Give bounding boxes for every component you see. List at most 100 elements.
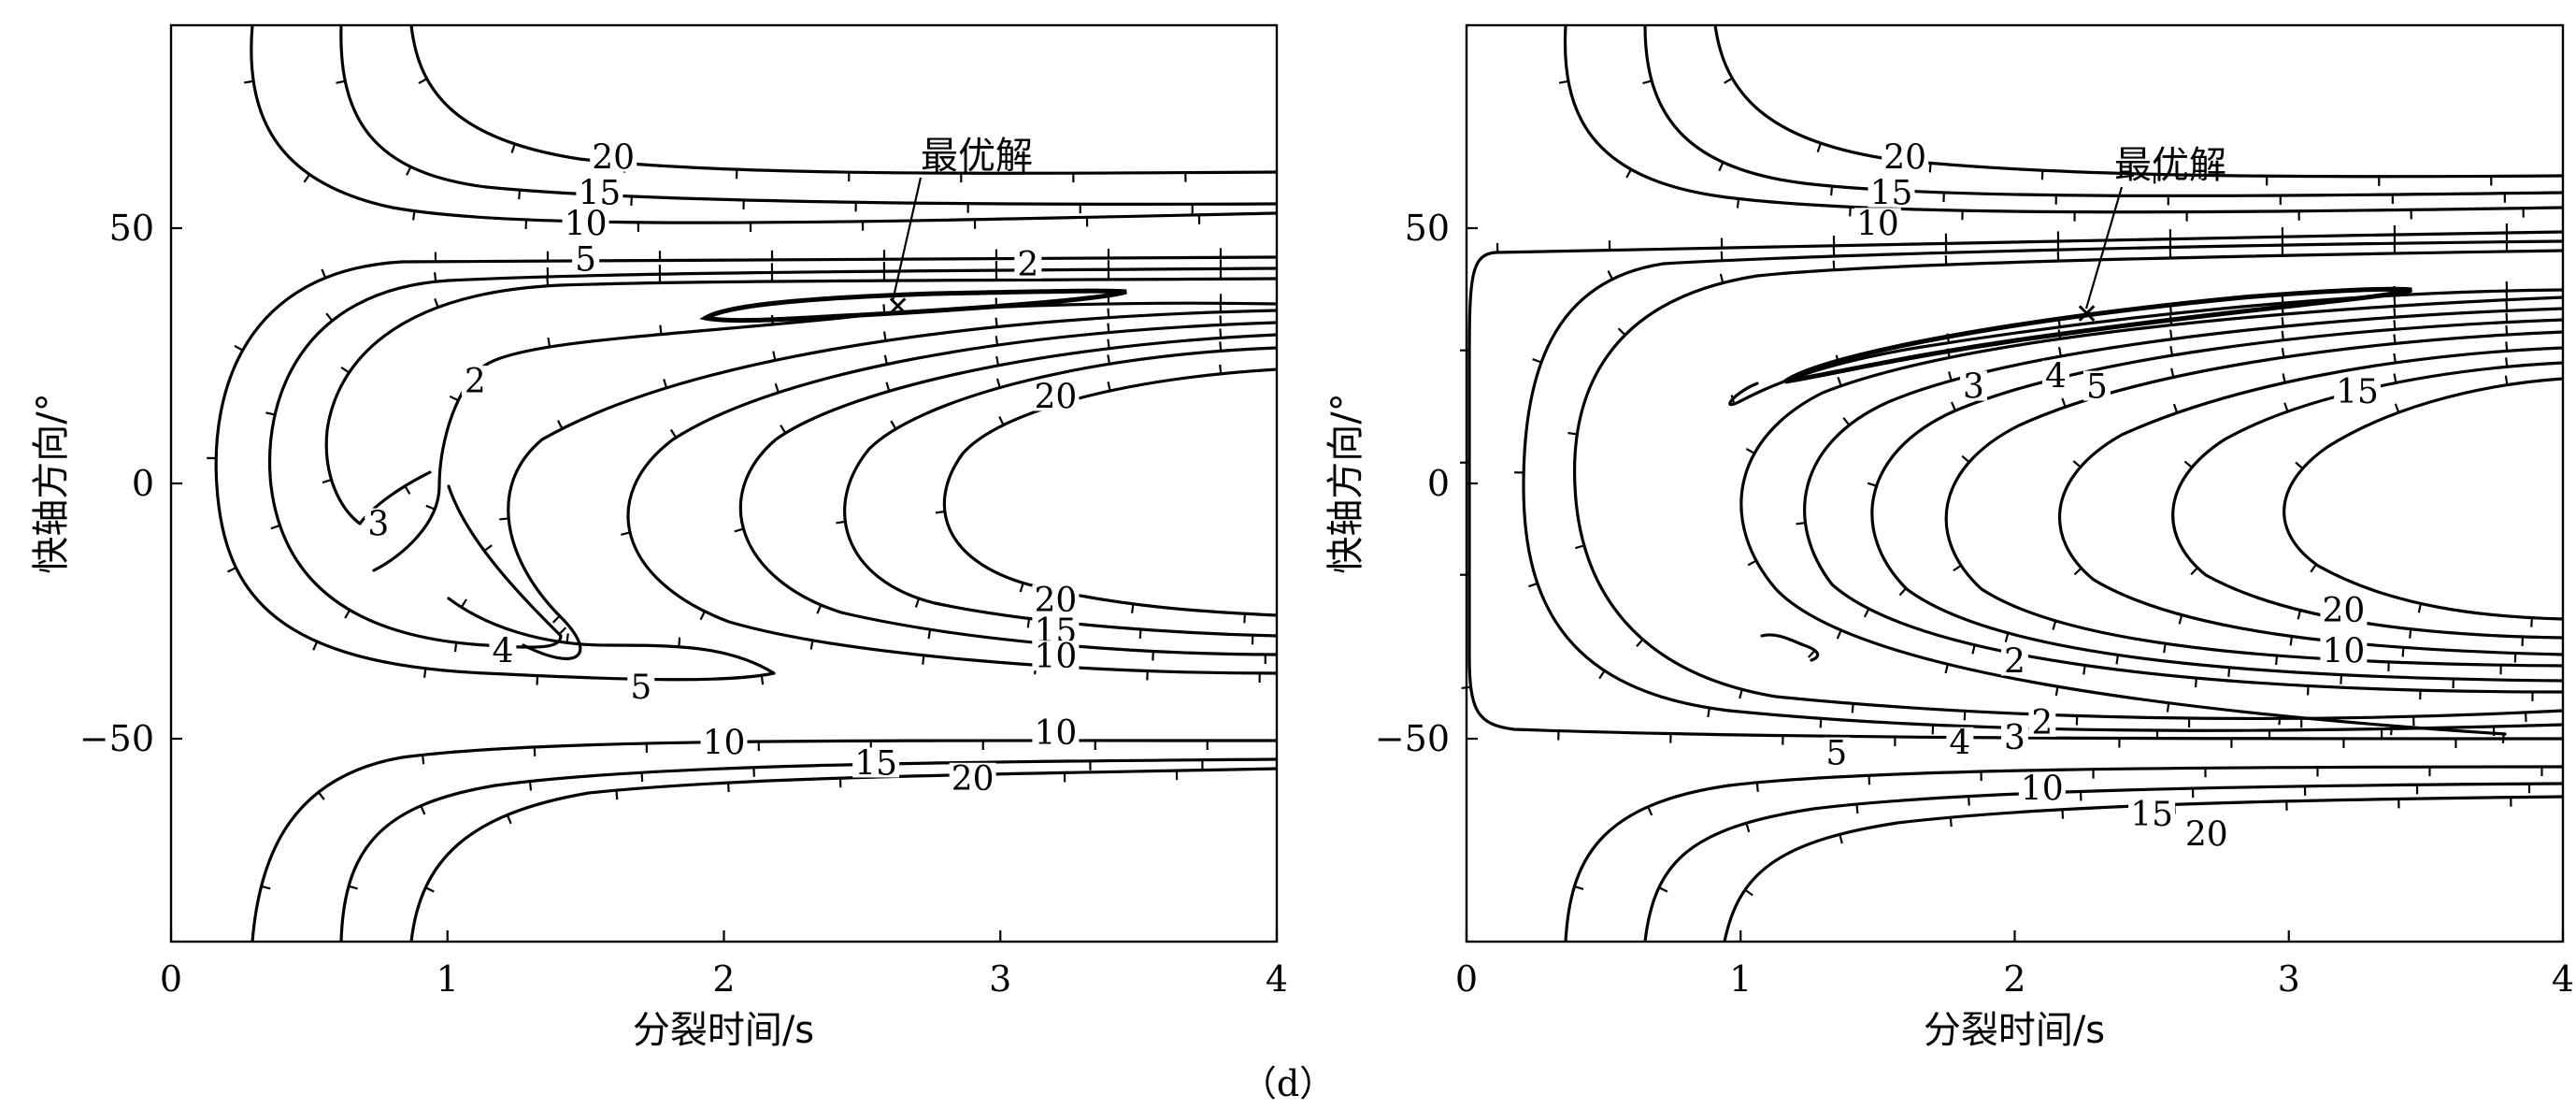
hachure-tick <box>1107 382 1111 392</box>
optimum-contour <box>699 288 1127 324</box>
contour-label-bg <box>1032 381 1080 411</box>
hachure-tick <box>1830 186 1834 196</box>
contour-line <box>2283 377 2563 621</box>
contour-label-bg <box>2320 595 2368 626</box>
hachure-tick <box>453 642 458 653</box>
x-tick-label: 1 <box>1729 958 1752 1000</box>
hachure-tick <box>423 668 427 678</box>
hachure-tick <box>1707 707 1710 718</box>
hachure-tick <box>914 598 921 608</box>
contour-label-bg <box>2128 798 2176 828</box>
hachure-tick <box>669 428 678 439</box>
hachure-tick <box>2054 686 2059 697</box>
hachure-tick <box>2057 317 2061 327</box>
hachure-tick <box>1107 323 1110 333</box>
hachure-tick <box>1617 327 1626 337</box>
hachure-tick <box>1961 454 1970 464</box>
x-tick-label: 0 <box>1455 958 1478 1000</box>
hachure-tick <box>772 351 777 361</box>
hachure-tick <box>2501 733 2505 743</box>
optimum-star: ✕ <box>886 291 909 324</box>
hachure-tick <box>1951 401 1956 411</box>
contour-level-label: 15 <box>2336 373 2379 411</box>
hachure-tick <box>1839 834 1843 844</box>
contour-label-bg <box>1946 727 1974 757</box>
hachure-tick <box>2295 461 2304 469</box>
contour-line <box>1803 307 2563 694</box>
contour-line <box>1522 239 2563 732</box>
hachure-tick <box>1963 711 1967 721</box>
contour-label-bg <box>489 635 517 666</box>
hachure-tick <box>449 395 459 402</box>
contour-line <box>1739 295 2563 736</box>
y-tick-label: 50 <box>1405 208 1450 249</box>
contour-label-bg <box>852 747 900 778</box>
contour-line <box>942 367 1277 617</box>
contour-label-bg <box>2028 706 2056 737</box>
hachure-tick <box>2310 563 2317 573</box>
hachure-tick <box>312 641 319 651</box>
contour-level-label: 15 <box>854 744 897 783</box>
contour-level-label: 10 <box>2322 633 2365 671</box>
contour-line <box>1870 318 2563 683</box>
hachure-tick <box>412 210 416 221</box>
contour-label-bg <box>2001 722 2028 753</box>
contour-level-label: 20 <box>1883 139 1926 178</box>
contour-level-label: 20 <box>2322 592 2365 630</box>
hachure-tick <box>1898 587 1907 597</box>
y-tick-label: 50 <box>109 208 154 249</box>
hachure-tick <box>551 614 561 624</box>
hachure-tick <box>1842 417 1851 426</box>
hachure-tick <box>1747 559 1757 567</box>
hachure-tick <box>1944 664 1949 674</box>
contour-level-label: 3 <box>2004 719 2025 757</box>
contour-lines <box>214 25 1277 942</box>
hachure-tick <box>640 772 644 783</box>
hachure-tick <box>2393 334 2397 344</box>
contour-label-bg <box>2041 360 2069 391</box>
hachure-tick <box>1837 376 1842 387</box>
hachure-tick <box>1019 583 1024 593</box>
hachure-tick <box>1946 348 1951 358</box>
hachure-tick <box>2169 346 2174 356</box>
hachure-tick <box>1730 395 1736 405</box>
hachure-tick <box>1532 358 1542 364</box>
contour-level-label: 5 <box>1825 735 1847 773</box>
y-tick-label: 0 <box>1427 463 1450 504</box>
x-tick-labels: 0 1 2 3 4 <box>160 958 1288 1000</box>
contour-line <box>339 757 1277 942</box>
hachure-tick <box>1832 260 1836 270</box>
contour-line <box>1572 249 2563 721</box>
hachure-tick <box>1026 618 1031 628</box>
hachure-tick <box>1658 886 1668 893</box>
contour-line <box>507 309 1277 660</box>
hachure-tick <box>885 382 891 392</box>
annotation-label: 最优解 <box>2114 144 2226 187</box>
hachure-tick <box>1946 333 1951 343</box>
hachure-tick <box>2393 308 2397 318</box>
hachure-tick <box>935 510 946 514</box>
y-axis-label: 快轴方向/° <box>30 393 73 573</box>
hachure-tick <box>1953 564 1962 572</box>
hachure-tick <box>927 628 932 640</box>
hachure-tick <box>678 637 681 647</box>
hachure-tick <box>770 314 774 325</box>
contour-line <box>2171 361 2563 640</box>
hachure-tick <box>1718 162 1724 172</box>
contour-label-bg <box>1032 614 1080 645</box>
contour-label-bg <box>562 208 609 238</box>
y-tick-labels: 50 0 −50 <box>1375 208 1450 759</box>
hachure-tick <box>2072 460 2082 468</box>
hachure-tick <box>556 420 564 430</box>
hachure-marks <box>1460 77 2543 897</box>
hachure-tick <box>1219 328 1223 338</box>
x-tick-label: 1 <box>436 958 459 1000</box>
hachure-tick <box>2530 617 2533 627</box>
hachure-tick <box>2401 647 2405 657</box>
contour-line <box>1643 25 2563 198</box>
hachure-tick <box>1574 885 1584 890</box>
hachure-tick <box>244 79 254 84</box>
contour-level-label: 4 <box>492 633 513 671</box>
contour-level-label: 3 <box>367 506 389 544</box>
